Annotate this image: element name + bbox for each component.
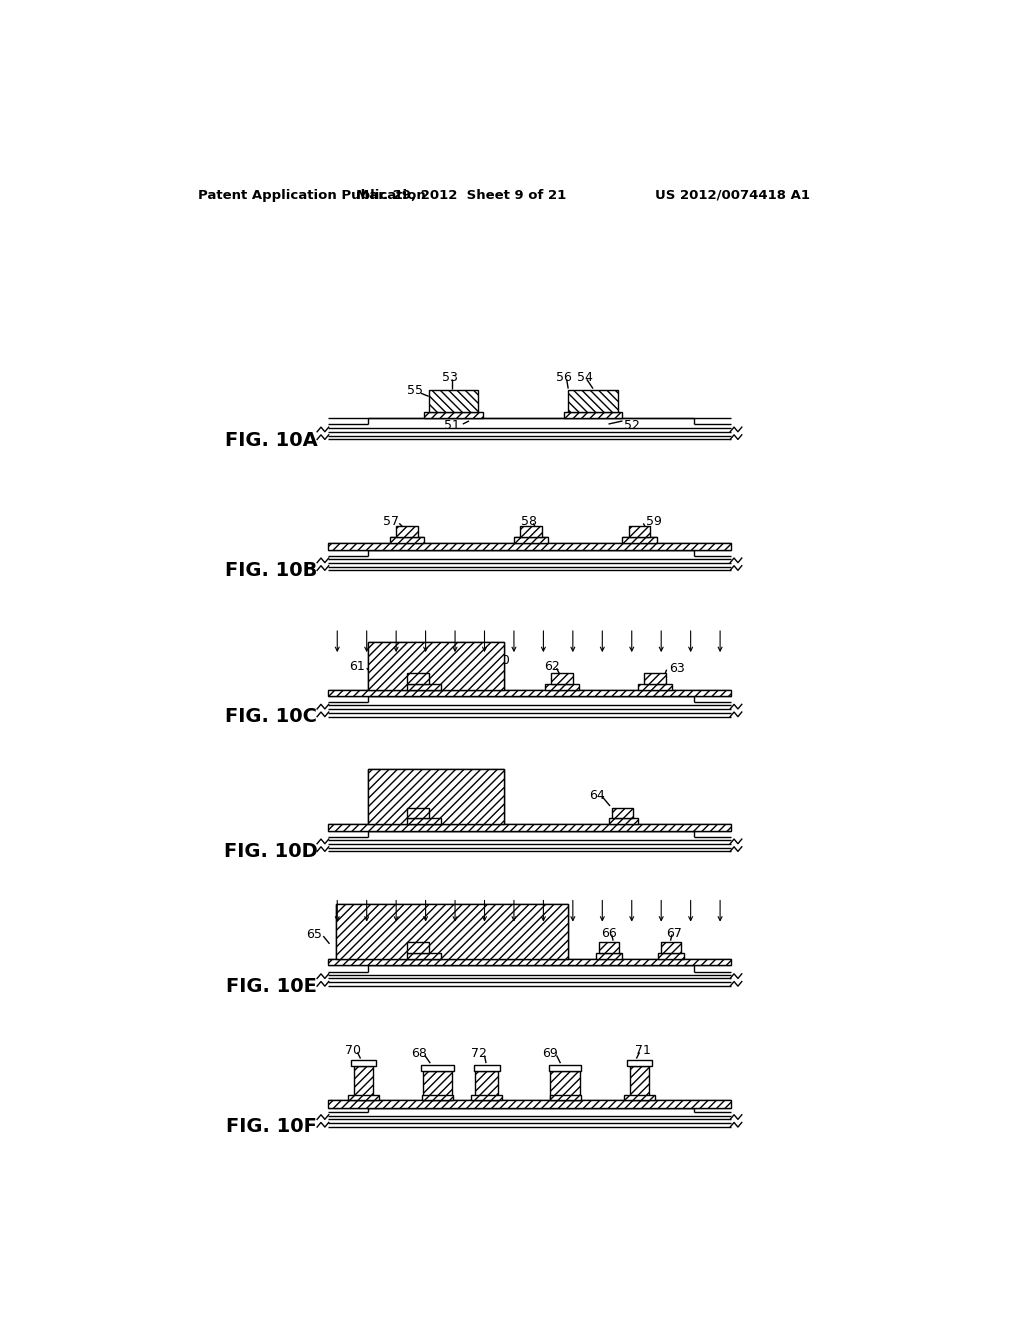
Bar — [596, 953, 623, 960]
Bar — [407, 808, 429, 818]
Bar — [328, 960, 731, 965]
Text: 56: 56 — [556, 371, 571, 384]
Text: FIG. 10E: FIG. 10E — [226, 977, 316, 995]
Text: 54: 54 — [578, 371, 593, 384]
Bar — [658, 953, 684, 960]
Bar — [421, 1065, 454, 1071]
Bar — [351, 1060, 376, 1067]
Bar — [429, 391, 478, 412]
Bar — [348, 1096, 379, 1100]
Bar — [623, 537, 656, 544]
Text: 58: 58 — [520, 515, 537, 528]
Text: 70: 70 — [345, 1044, 360, 1057]
Bar — [608, 818, 638, 825]
Bar — [328, 825, 731, 830]
Text: 59: 59 — [646, 515, 662, 528]
Bar — [474, 1065, 500, 1071]
Text: 64: 64 — [589, 788, 605, 801]
Text: FIG. 10C: FIG. 10C — [225, 708, 317, 726]
Bar — [612, 808, 633, 818]
Bar — [407, 684, 441, 689]
Bar — [550, 1096, 581, 1100]
Bar — [550, 1071, 580, 1100]
Text: Patent Application Publication: Patent Application Publication — [198, 189, 426, 202]
Bar — [407, 818, 441, 825]
Text: 53: 53 — [441, 371, 458, 384]
Text: 63: 63 — [669, 661, 685, 675]
Bar — [545, 684, 579, 689]
Bar — [369, 770, 504, 825]
Bar — [422, 1096, 453, 1100]
Bar — [630, 1067, 649, 1100]
Bar — [328, 544, 731, 549]
Bar — [520, 527, 542, 537]
Text: 60: 60 — [495, 653, 510, 667]
Bar — [407, 942, 429, 953]
Bar — [369, 642, 504, 689]
Text: FIG. 10A: FIG. 10A — [225, 432, 317, 450]
Bar — [475, 1071, 499, 1100]
Bar — [551, 673, 572, 684]
Bar — [624, 1096, 655, 1100]
Text: 62: 62 — [544, 660, 560, 673]
Text: 61: 61 — [348, 660, 365, 673]
Bar — [563, 412, 623, 418]
Text: FIG. 10F: FIG. 10F — [226, 1117, 316, 1135]
Bar — [629, 527, 650, 537]
Bar — [336, 904, 568, 960]
Bar — [407, 953, 441, 960]
Text: 57: 57 — [384, 515, 399, 528]
Text: 68: 68 — [411, 1047, 427, 1060]
Bar — [423, 1071, 452, 1100]
Bar — [549, 1065, 582, 1071]
Text: 51: 51 — [444, 418, 460, 432]
Text: 66: 66 — [601, 927, 616, 940]
Text: US 2012/0074418 A1: US 2012/0074418 A1 — [655, 189, 810, 202]
Text: Mar. 29, 2012  Sheet 9 of 21: Mar. 29, 2012 Sheet 9 of 21 — [356, 189, 566, 202]
Text: 72: 72 — [471, 1047, 487, 1060]
Bar — [568, 391, 617, 412]
Bar — [424, 412, 483, 418]
Text: 65: 65 — [306, 928, 322, 941]
Bar — [638, 684, 672, 689]
Text: 67: 67 — [667, 927, 682, 940]
Text: 55: 55 — [407, 384, 423, 397]
Bar — [471, 1096, 503, 1100]
Bar — [662, 942, 681, 953]
Text: 52: 52 — [624, 418, 640, 432]
Bar — [328, 1100, 731, 1107]
Bar — [644, 673, 666, 684]
Bar — [396, 527, 418, 537]
Text: FIG. 10B: FIG. 10B — [225, 561, 317, 579]
Text: FIG. 10D: FIG. 10D — [224, 842, 318, 861]
Bar — [407, 673, 429, 684]
Bar — [354, 1067, 373, 1100]
Bar — [390, 537, 424, 544]
Bar — [627, 1060, 652, 1067]
Bar — [599, 942, 620, 953]
Bar — [328, 689, 731, 696]
Bar — [514, 537, 548, 544]
Text: 71: 71 — [636, 1044, 651, 1057]
Text: 69: 69 — [543, 1047, 558, 1060]
